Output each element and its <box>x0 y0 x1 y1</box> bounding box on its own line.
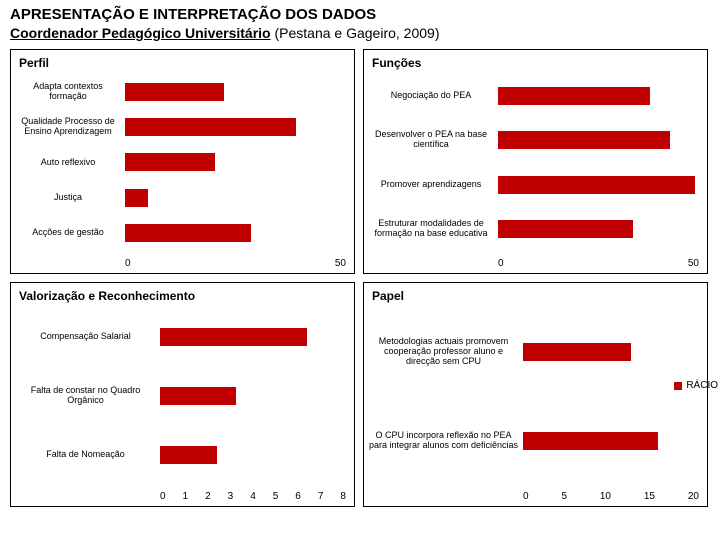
page-subtitle: Coordenador Pedagógico Universitário (Pe… <box>10 25 710 41</box>
axis-tick: 5 <box>273 491 279 502</box>
bar-label: Estruturar modalidades de formação na ba… <box>368 219 498 239</box>
bar <box>125 224 251 242</box>
bar-label: Promover aprendizagens <box>368 180 498 190</box>
axis-tick: 0 <box>523 491 529 502</box>
panel-title: Funções <box>368 56 703 70</box>
bar-label: Acções de gestão <box>15 228 125 238</box>
chart-row: Estruturar modalidades de formação na ba… <box>368 216 703 242</box>
bar <box>498 220 633 238</box>
bar-label: Negociação do PEA <box>368 91 498 101</box>
bar-label: O CPU incorpora reflexão no PEA para int… <box>368 431 523 451</box>
bar-track <box>160 387 350 405</box>
axis-tick: 7 <box>318 491 324 502</box>
bar-label: Justiça <box>15 193 125 203</box>
chart-grid: Perfil Adapta contextos formação Qualidade… <box>10 49 710 507</box>
axis-tick: 6 <box>295 491 301 502</box>
bar <box>125 83 224 101</box>
bar-label: Falta de constar no Quadro Orgânico <box>15 386 160 406</box>
axis-tick: 4 <box>250 491 256 502</box>
bar-track <box>498 87 703 105</box>
bar <box>125 189 148 207</box>
panel-title: Papel <box>368 289 703 303</box>
page-title: APRESENTAÇÃO E INTERPRETAÇÃO DOS DADOS <box>10 6 710 23</box>
axis-tick: 0 <box>498 258 504 269</box>
legend: RÁCIO <box>674 380 718 391</box>
axis-tick: 0 <box>125 258 131 269</box>
bar-label: Desenvolver o PEA na base científica <box>368 130 498 150</box>
bar <box>498 176 695 194</box>
chart-row: Qualidade Processo de Ensino Aprendizage… <box>15 114 350 140</box>
bar-track <box>498 220 703 238</box>
bar-label: Compensação Salarial <box>15 332 160 342</box>
chart-row: Metodologias actuais promovem cooperação… <box>368 337 703 367</box>
bar-track <box>160 446 350 464</box>
bar-label: Metodologias actuais promovem cooperação… <box>368 337 523 367</box>
legend-swatch <box>674 382 682 390</box>
bar <box>160 328 307 346</box>
chart-row: Auto reflexivo <box>15 149 350 175</box>
chart-row: Compensação Salarial <box>15 324 350 350</box>
subtitle-rest: (Pestana e Gageiro, 2009) <box>271 25 440 41</box>
chart-row: Falta de Nomeação <box>15 442 350 468</box>
chart-row: Acções de gestão <box>15 220 350 246</box>
bar <box>125 118 296 136</box>
chart-row: Desenvolver o PEA na base científica <box>368 127 703 153</box>
bar <box>160 387 236 405</box>
panel-valorizacao: Valorização e Reconhecimento Compensação … <box>10 282 355 507</box>
bar <box>498 87 650 105</box>
panel-perfil: Perfil Adapta contextos formação Qualidade… <box>10 49 355 274</box>
axis-tick: 3 <box>228 491 234 502</box>
chart-row: O CPU incorpora reflexão no PEA para int… <box>368 428 703 454</box>
bar <box>523 432 658 450</box>
bar-track <box>125 224 350 242</box>
axis-tick: 0 <box>160 491 166 502</box>
chart-row: Justiça <box>15 185 350 211</box>
chart-area: Compensação Salarial Falta de constar no … <box>15 307 350 502</box>
bar-label: Qualidade Processo de Ensino Aprendizage… <box>15 117 125 137</box>
axis-tick: 50 <box>335 258 346 269</box>
x-axis: 0 50 <box>125 258 346 269</box>
bar-track <box>498 176 703 194</box>
x-axis: 0 1 2 3 4 5 6 7 8 <box>160 491 346 502</box>
axis-tick: 20 <box>688 491 699 502</box>
axis-tick: 2 <box>205 491 211 502</box>
panel-title: Perfil <box>15 56 350 70</box>
axis-tick: 15 <box>644 491 655 502</box>
bar <box>160 446 217 464</box>
bar <box>498 131 670 149</box>
bar-track <box>523 343 703 361</box>
bar <box>125 153 215 171</box>
legend-label: RÁCIO <box>686 380 718 391</box>
bar-track <box>498 131 703 149</box>
bar-track <box>125 83 350 101</box>
axis-tick: 5 <box>561 491 567 502</box>
chart-row: Adapta contextos formação <box>15 79 350 105</box>
bar-label: Falta de Nomeação <box>15 450 160 460</box>
chart-area: Adapta contextos formação Qualidade Proce… <box>15 74 350 269</box>
bar-track <box>125 153 350 171</box>
bar <box>523 343 631 361</box>
bar-label: Auto reflexivo <box>15 158 125 168</box>
axis-tick: 1 <box>183 491 189 502</box>
bar-track <box>523 432 703 450</box>
chart-row: Negociação do PEA <box>368 83 703 109</box>
panel-title: Valorização e Reconhecimento <box>15 289 350 303</box>
bar-track <box>125 118 350 136</box>
panel-funcoes: Funções Negociação do PEA Desenvolver o PE… <box>363 49 708 274</box>
x-axis: 0 5 10 15 20 <box>523 491 699 502</box>
panel-papel: Papel Metodologias actuais promovem coope… <box>363 282 708 507</box>
bar-label: Adapta contextos formação <box>15 82 125 102</box>
bar-track <box>125 189 350 207</box>
chart-row: Falta de constar no Quadro Orgânico <box>15 383 350 409</box>
x-axis: 0 50 <box>498 258 699 269</box>
axis-tick: 50 <box>688 258 699 269</box>
bar-track <box>160 328 350 346</box>
axis-tick: 10 <box>600 491 611 502</box>
chart-area: Negociação do PEA Desenvolver o PEA na ba… <box>368 74 703 269</box>
axis-tick: 8 <box>340 491 346 502</box>
subtitle-bold: Coordenador Pedagógico Universitário <box>10 25 271 41</box>
chart-row: Promover aprendizagens <box>368 172 703 198</box>
chart-area: Metodologias actuais promovem cooperação… <box>368 307 703 502</box>
